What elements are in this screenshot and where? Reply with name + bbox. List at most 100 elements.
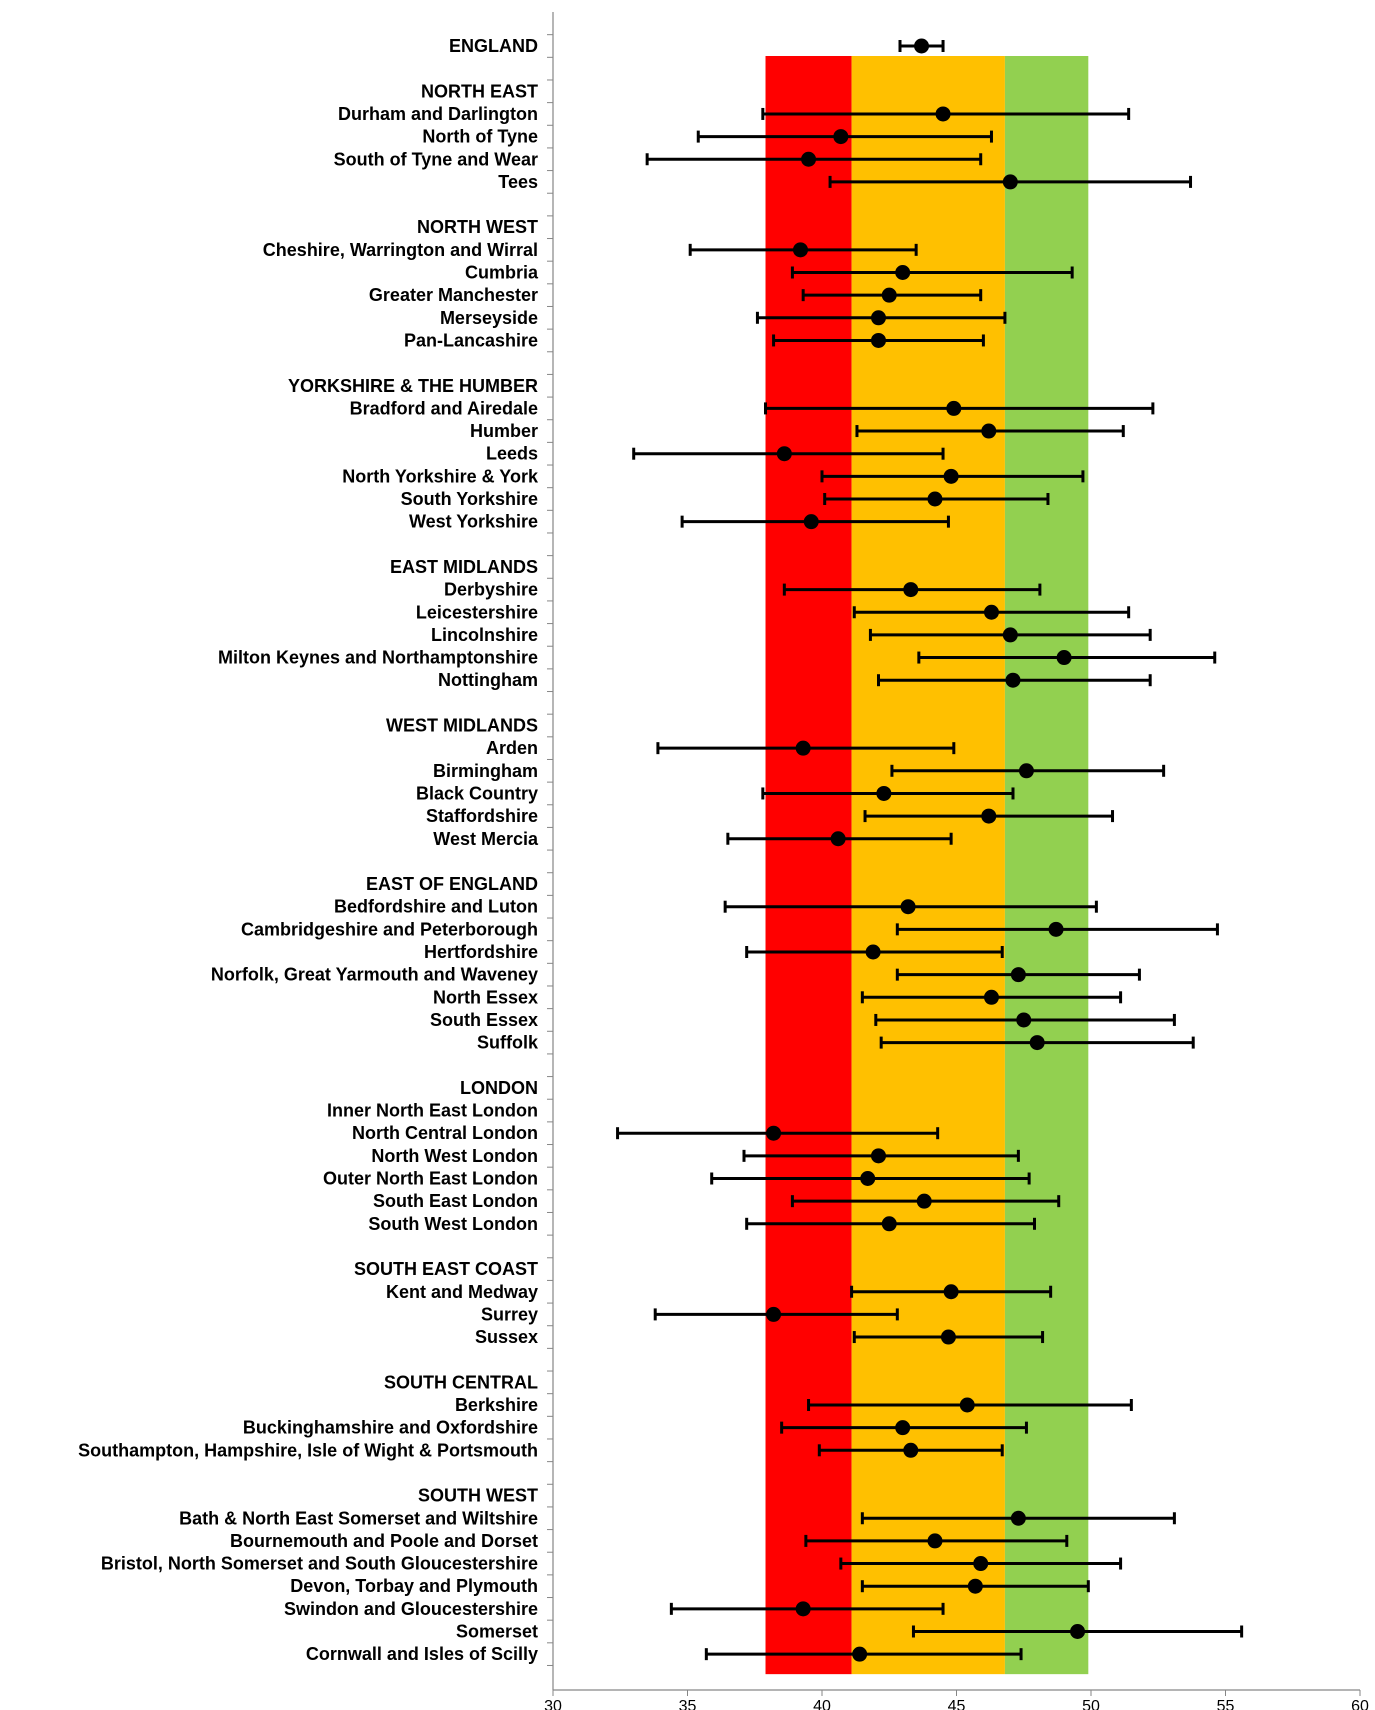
- data-point: [870, 332, 886, 348]
- category-label: Staffordshire: [426, 806, 538, 826]
- x-tick-label: 50: [1082, 1698, 1100, 1710]
- category-label: Derbyshire: [444, 580, 538, 600]
- data-row: [868, 627, 1152, 643]
- data-point: [973, 1556, 989, 1572]
- data-point: [876, 785, 892, 801]
- category-label: Leicestershire: [416, 602, 538, 622]
- data-row: [804, 1533, 1069, 1549]
- data-row: [696, 129, 993, 145]
- x-tick-label: 55: [1217, 1698, 1235, 1710]
- data-row: [653, 1306, 899, 1322]
- category-label: Durham and Darlington: [338, 104, 538, 124]
- data-row: [616, 1125, 940, 1141]
- data-point: [900, 899, 916, 915]
- data-point: [881, 1216, 897, 1232]
- category-label: South East London: [373, 1191, 538, 1211]
- data-row: [828, 174, 1193, 190]
- data-row: [801, 287, 983, 303]
- data-point: [914, 38, 930, 54]
- data-row: [790, 1193, 1061, 1209]
- data-row: [669, 1601, 945, 1617]
- data-row: [764, 400, 1155, 416]
- data-row: [876, 672, 1152, 688]
- category-label: Kent and Medway: [386, 1282, 538, 1302]
- data-row: [860, 989, 1123, 1005]
- category-label: WEST MIDLANDS: [386, 716, 538, 736]
- data-row: [710, 1171, 1031, 1186]
- data-point: [940, 1329, 956, 1345]
- data-row: [761, 106, 1131, 122]
- data-row: [745, 944, 1004, 960]
- data-point: [766, 1306, 782, 1322]
- data-row: [879, 1035, 1195, 1051]
- data-row: [807, 1397, 1133, 1413]
- data-row: [726, 831, 953, 847]
- data-row: [850, 1284, 1053, 1300]
- category-label: North Essex: [433, 987, 538, 1007]
- data-point: [983, 604, 999, 620]
- category-label: Merseyside: [440, 308, 538, 328]
- category-label: Lincolnshire: [431, 625, 538, 645]
- data-row: [680, 514, 950, 530]
- data-point: [795, 740, 811, 756]
- x-axis: 30 35 40 45 50 55 60: [544, 1689, 1369, 1710]
- category-label: Milton Keynes and Northamptonshire: [218, 648, 538, 668]
- category-label: EAST OF ENGLAND: [366, 874, 538, 894]
- category-label: ENGLAND: [449, 36, 538, 56]
- data-point: [927, 491, 943, 507]
- data-row: [898, 38, 945, 54]
- category-label: NORTH EAST: [421, 81, 538, 101]
- category-label: Suffolk: [477, 1033, 539, 1053]
- data-point: [860, 1171, 876, 1186]
- data-row: [863, 808, 1115, 824]
- data-row: [839, 1556, 1123, 1572]
- data-row: [772, 332, 985, 348]
- category-label: South of Tyne and Wear: [334, 149, 538, 169]
- data-point: [833, 129, 849, 145]
- data-row: [855, 423, 1125, 439]
- data-row: [688, 242, 918, 258]
- data-point: [852, 1646, 868, 1662]
- category-label: Greater Manchester: [369, 285, 538, 305]
- data-point: [1010, 1510, 1026, 1526]
- category-label: Surrey: [481, 1304, 538, 1324]
- data-point: [927, 1533, 943, 1549]
- category-label: North Yorkshire & York: [342, 466, 539, 486]
- data-row: [852, 604, 1131, 620]
- category-label: Berkshire: [455, 1395, 538, 1415]
- category-label: Bournemouth and Poole and Dorset: [230, 1531, 538, 1551]
- category-label: Hertfordshire: [424, 942, 538, 962]
- category-label: Birmingham: [433, 761, 538, 781]
- data-point: [903, 582, 919, 598]
- data-point: [981, 423, 997, 439]
- data-row: [780, 1420, 1028, 1436]
- data-point: [935, 106, 951, 122]
- data-row: [895, 921, 1219, 937]
- x-tick-label: 35: [679, 1698, 697, 1710]
- band-group: [765, 56, 1089, 1675]
- x-tick-label: 45: [948, 1698, 966, 1710]
- data-row: [911, 1624, 1244, 1639]
- data-point: [1002, 627, 1018, 643]
- data-point: [1048, 921, 1064, 937]
- category-label: Inner North East London: [327, 1101, 538, 1121]
- data-point: [865, 944, 881, 960]
- data-row: [761, 785, 1015, 801]
- data-row: [852, 1329, 1045, 1345]
- band-0: [765, 56, 852, 1675]
- category-label: Nottingham: [438, 670, 538, 690]
- category-label: Buckinghamshire and Oxfordshire: [243, 1418, 538, 1438]
- data-series: [616, 38, 1244, 1662]
- category-label: Leeds: [486, 444, 538, 464]
- data-point: [1056, 650, 1072, 666]
- data-row: [823, 491, 1050, 507]
- data-point: [943, 468, 959, 484]
- x-tick-label: 60: [1351, 1698, 1369, 1710]
- data-row: [790, 265, 1074, 280]
- category-label: Sussex: [475, 1327, 538, 1347]
- data-row: [656, 740, 956, 756]
- category-label: NORTH WEST: [417, 217, 538, 237]
- category-label: South West London: [368, 1214, 538, 1234]
- category-label: West Yorkshire: [409, 512, 538, 532]
- data-point: [895, 1420, 911, 1436]
